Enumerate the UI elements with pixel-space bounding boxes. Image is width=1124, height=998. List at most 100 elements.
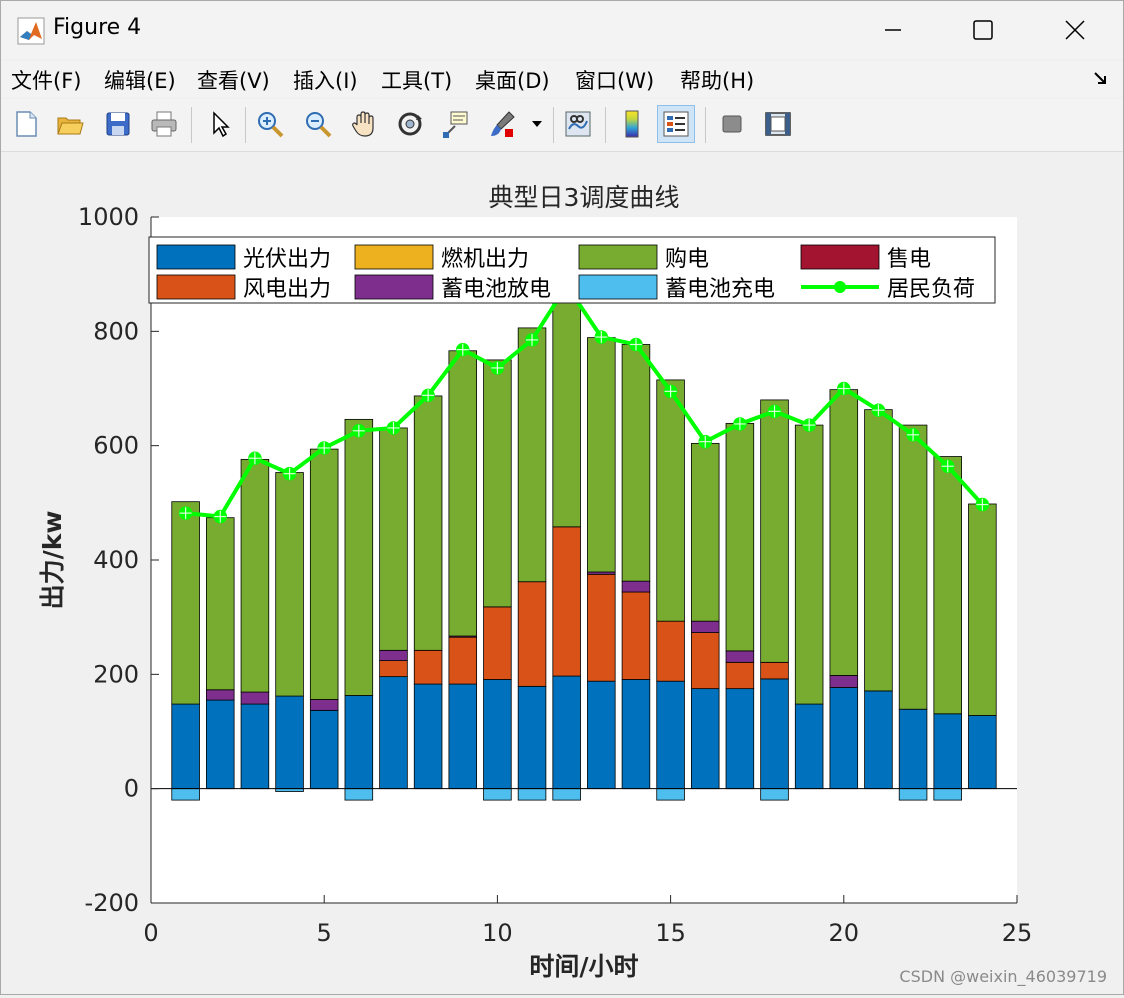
bar-segment	[725, 688, 755, 790]
window-title: Figure 4	[53, 15, 142, 40]
bar-segment	[656, 620, 685, 682]
x-tick-label: 25	[1002, 919, 1033, 947]
insert-colorbar-button[interactable]	[613, 105, 651, 143]
bar-segment	[621, 580, 651, 593]
close-icon	[1065, 20, 1085, 40]
svg-text:蓄电池充电: 蓄电池充电	[665, 277, 775, 302]
maximize-icon	[973, 20, 993, 40]
legend-entry[interactable]: 风电出力	[156, 274, 331, 302]
hide-plot-tools-button[interactable]	[713, 105, 751, 143]
svg-text:光伏出力: 光伏出力	[243, 247, 331, 272]
zoom-in-button[interactable]	[251, 105, 289, 143]
matlab-logo-icon	[17, 17, 45, 45]
bar-segment	[898, 788, 928, 801]
y-tick-label: 600	[93, 432, 139, 460]
menu-desktop[interactable]: 桌面(D)	[475, 69, 550, 93]
menu-tools[interactable]: 工具(T)	[381, 69, 453, 93]
bar-segment	[206, 689, 235, 701]
bar-segment	[344, 695, 374, 790]
legend-entry[interactable]: 蓄电池充电	[578, 274, 775, 302]
bar-segment	[933, 713, 962, 790]
bar-segment	[483, 788, 512, 801]
bar-segment	[898, 708, 928, 790]
title-bar[interactable]: Figure 4	[1, 1, 1123, 59]
bar-segment	[656, 379, 685, 622]
bar-segment	[864, 690, 893, 790]
y-axis-label: 出力/kw	[38, 511, 67, 610]
rotate-3d-button[interactable]	[391, 105, 429, 143]
bar-segment	[864, 409, 893, 692]
menu-window[interactable]: 窗口(W)	[575, 69, 655, 93]
bar-segment	[760, 678, 789, 790]
dock-arrow-icon[interactable]	[1093, 71, 1109, 87]
menu-file[interactable]: 文件(F)	[11, 69, 82, 93]
print-figure-button[interactable]	[145, 105, 183, 143]
load-point	[248, 451, 262, 465]
legend-entry[interactable]: 购电	[578, 244, 709, 272]
toolbar-separator	[245, 107, 246, 143]
bar-segment	[587, 680, 616, 790]
bar-segment	[483, 359, 512, 608]
bar-segment	[344, 788, 374, 801]
x-tick-label: 5	[317, 919, 332, 947]
menu-help[interactable]: 帮助(H)	[680, 69, 755, 93]
zoom-in-icon	[258, 112, 284, 138]
load-point	[525, 333, 539, 347]
load-point	[178, 506, 193, 520]
menu-view[interactable]: 查看(V)	[197, 69, 270, 93]
bar-segment	[448, 636, 478, 685]
bar-segment	[344, 418, 374, 696]
y-tick-label: 800	[93, 317, 139, 345]
bar-segment	[379, 660, 408, 678]
menu-insert[interactable]: 插入(I)	[293, 69, 358, 93]
load-point	[906, 428, 920, 442]
y-tick-label: 1000	[78, 203, 139, 231]
new-figure-button[interactable]	[7, 105, 45, 143]
y-tick-label: 400	[93, 546, 139, 574]
legend-icon	[663, 111, 689, 137]
bar-segment	[240, 458, 270, 693]
zoom-out-button[interactable]	[299, 105, 337, 143]
legend-entry[interactable]: 光伏出力	[156, 244, 331, 272]
bar-segment	[309, 709, 339, 790]
data-cursor-button[interactable]	[437, 105, 475, 143]
legend-entry[interactable]: 蓄电池放电	[354, 274, 551, 302]
save-figure-button[interactable]	[99, 105, 137, 143]
brush-dropdown-button[interactable]	[527, 105, 547, 143]
open-file-button[interactable]	[51, 105, 89, 143]
bar-segment	[552, 297, 581, 528]
bar-segment	[690, 442, 720, 622]
close-button[interactable]	[1045, 9, 1105, 51]
load-point	[490, 361, 505, 375]
minimize-button[interactable]	[863, 9, 923, 51]
pan-button[interactable]	[345, 105, 383, 143]
load-point	[386, 421, 401, 435]
show-plot-tools-button[interactable]	[759, 105, 797, 143]
bar-segment	[379, 676, 408, 790]
load-point	[456, 342, 470, 357]
print-icon	[151, 111, 177, 137]
load-point	[213, 509, 228, 524]
bar-segment	[517, 685, 547, 790]
save-icon	[106, 112, 130, 136]
legend-entry[interactable]: 售电	[800, 244, 931, 272]
bar-segment	[413, 683, 443, 790]
y-tick-label: 0	[124, 775, 139, 803]
bar-segment	[690, 620, 720, 634]
load-point	[663, 384, 678, 399]
chevron-down-icon	[532, 121, 542, 127]
brush-button[interactable]	[483, 105, 521, 143]
menu-edit[interactable]: 编辑(E)	[104, 69, 176, 93]
edit-plot-button[interactable]	[201, 105, 239, 143]
zoom-out-icon	[306, 112, 332, 138]
legend-entry[interactable]: 居民负荷	[801, 277, 975, 302]
legend-entry[interactable]: 燃机出力	[354, 244, 529, 272]
bar-segment	[587, 337, 616, 573]
bar-segment	[379, 649, 408, 662]
link-plot-button[interactable]	[559, 105, 597, 143]
insert-legend-button[interactable]	[657, 105, 695, 143]
menu-bar: 文件(F) 编辑(E) 查看(V) 插入(I) 工具(T) 桌面(D) 窗口(W…	[1, 61, 1123, 97]
maximize-button[interactable]	[953, 9, 1013, 51]
